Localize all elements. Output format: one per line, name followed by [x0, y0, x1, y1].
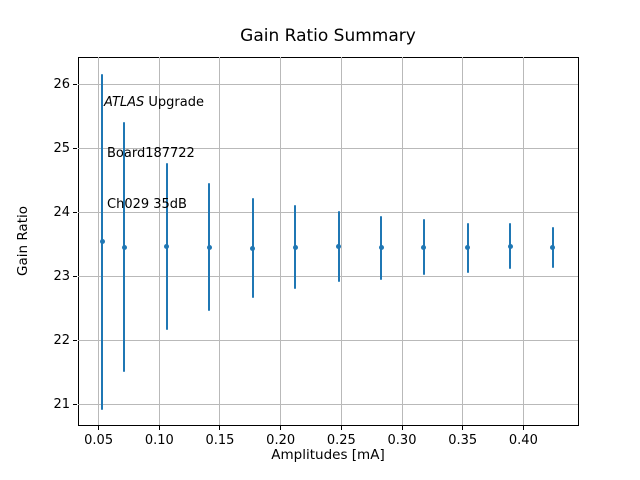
x-gridline [98, 57, 100, 425]
x-tick-mark [340, 426, 342, 430]
data-point-marker [292, 244, 298, 250]
x-gridline [340, 57, 342, 425]
annotation-line-2: Board187722 [107, 146, 195, 161]
data-point-marker [507, 243, 513, 249]
x-tick-label: 0.40 [508, 433, 538, 448]
x-tick-label: 0.05 [84, 433, 114, 448]
y-gridline [78, 340, 578, 342]
data-point-marker [250, 245, 256, 251]
data-point-marker [336, 243, 342, 249]
y-tick-mark [73, 404, 77, 406]
x-tick-mark [401, 426, 403, 430]
x-tick-mark [462, 426, 464, 430]
data-point-marker [378, 245, 384, 251]
data-point-marker [164, 243, 170, 249]
x-gridline [462, 57, 464, 425]
y-tick-mark [73, 212, 77, 214]
y-gridline [78, 148, 578, 150]
y-gridline [78, 212, 578, 214]
x-tick-label: 0.20 [266, 433, 296, 448]
x-tick-label: 0.15 [205, 433, 235, 448]
x-tick-label: 0.35 [448, 433, 478, 448]
y-gridline [78, 404, 578, 406]
x-tick-label: 0.10 [144, 433, 174, 448]
chart-title: Gain Ratio Summary [240, 26, 416, 46]
x-tick-label: 0.30 [387, 433, 417, 448]
annotation-text: ATLAS Upgrade Board187722 Ch029 35dB [104, 60, 204, 247]
y-tick-label: 25 [53, 140, 70, 156]
y-tick-mark [73, 84, 77, 86]
data-point-marker [550, 244, 555, 250]
x-gridline [280, 57, 282, 425]
y-tick-label: 24 [53, 204, 70, 220]
x-gridline [522, 57, 524, 425]
y-gridline [78, 84, 578, 86]
x-gridline [158, 57, 160, 425]
x-tick-mark [158, 426, 160, 430]
annotation-experiment-name: ATLAS [104, 95, 145, 110]
y-tick-mark [73, 148, 77, 150]
x-tick-mark [522, 426, 524, 430]
data-point-marker [206, 244, 212, 250]
plot-area [78, 57, 579, 426]
y-tick-label: 21 [53, 396, 70, 412]
y-axis-label: Gain Ratio [15, 206, 31, 276]
y-tick-label: 26 [53, 76, 70, 92]
x-tick-mark [98, 426, 100, 430]
y-tick-mark [73, 276, 77, 278]
data-point-marker [99, 239, 105, 245]
x-tick-mark [219, 426, 221, 430]
x-tick-mark [280, 426, 282, 430]
y-tick-label: 22 [53, 332, 70, 348]
annotation-line-1: ATLAS Upgrade [104, 95, 204, 110]
annotation-line-3: Ch029 35dB [107, 197, 187, 212]
y-tick-label: 23 [53, 268, 70, 284]
y-gridline [78, 276, 578, 278]
data-point-marker [421, 244, 427, 250]
x-tick-label: 0.25 [326, 433, 356, 448]
x-gridline [401, 57, 403, 425]
y-tick-mark [73, 340, 77, 342]
data-point-marker [465, 245, 471, 251]
x-gridline [219, 57, 221, 425]
x-axis-label: Amplitudes [mA] [271, 447, 385, 463]
data-point-marker [121, 244, 127, 250]
